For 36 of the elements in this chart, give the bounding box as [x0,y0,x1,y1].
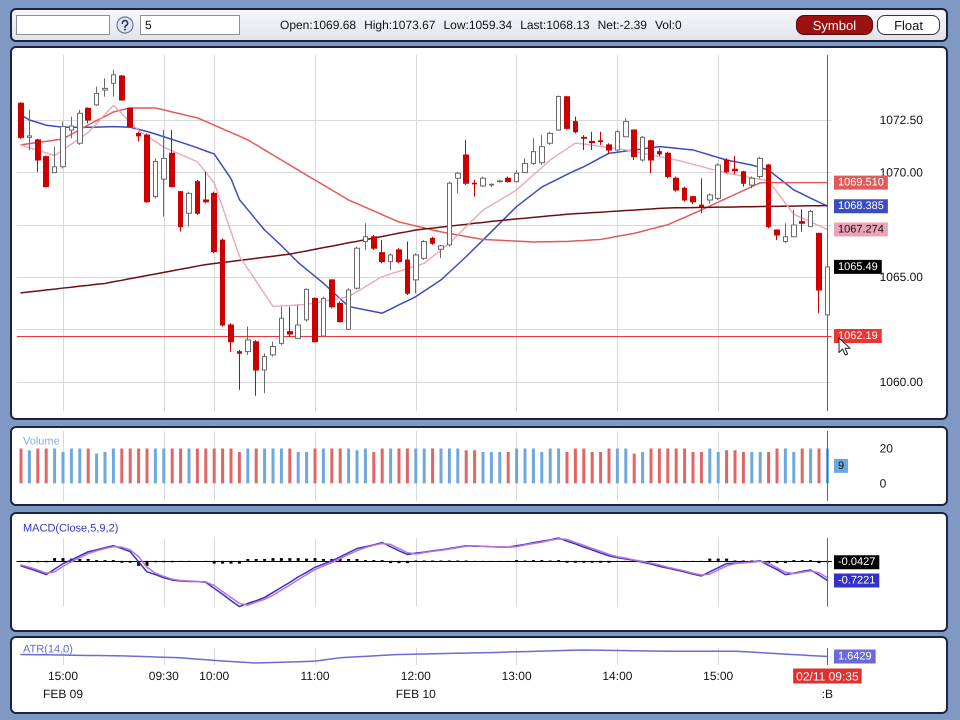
data-label: 1068.385 [838,200,884,212]
x-tick-label: 13:00 [502,669,532,683]
text: Low:1059.34 [443,18,512,32]
text: Net:-2.39 [598,18,647,32]
button: Symbol [796,15,874,35]
y-tick-label: 1065.00 [880,270,924,284]
chart-title: MACD(Close,5,9,2) [23,522,118,534]
y-tick-label: 1070.00 [880,165,924,180]
text-field: 5 [140,15,240,35]
x-tick-label: 09:30 [148,669,180,683]
text: 1.6429 [838,650,872,662]
y-tick-label: 1072.50 [880,112,924,127]
x-tick-label: 11:00 [300,669,330,683]
x-tick-label: 15:00 FEB 09 [42,669,84,701]
text: -0.7221 [838,574,876,587]
x-tick-label: 02/11 09:35 :B [796,670,859,701]
y-tick-label: 20 [880,441,894,456]
data-label: 1067.274 [838,224,884,236]
x-tick-label: 15:00 [703,669,734,683]
x-tick-label: 10:00 [199,669,230,683]
text: Vol:0 [654,18,682,32]
text: Open:1069.68 [280,18,356,32]
ref-line-label: 1062.19 [838,330,878,342]
x-tick-label: 14:00 [602,669,633,683]
x-tick-label: 12:00 FEB 10 [396,669,436,701]
chart-title: Volume [23,436,60,448]
chart-title: ATR(14,0) [23,644,73,656]
text: 9 [838,460,844,472]
button: Float [877,15,940,35]
text: -0.0427 [838,556,876,568]
text: 1065.49 [838,260,878,273]
y-tick-label: 0 [880,476,887,490]
y-tick-label: 1060.00 [880,374,924,389]
text: Last:1068.13 [520,18,590,32]
data-label: 1069.510 [838,176,884,189]
text: High:1073.67 [364,18,436,32]
